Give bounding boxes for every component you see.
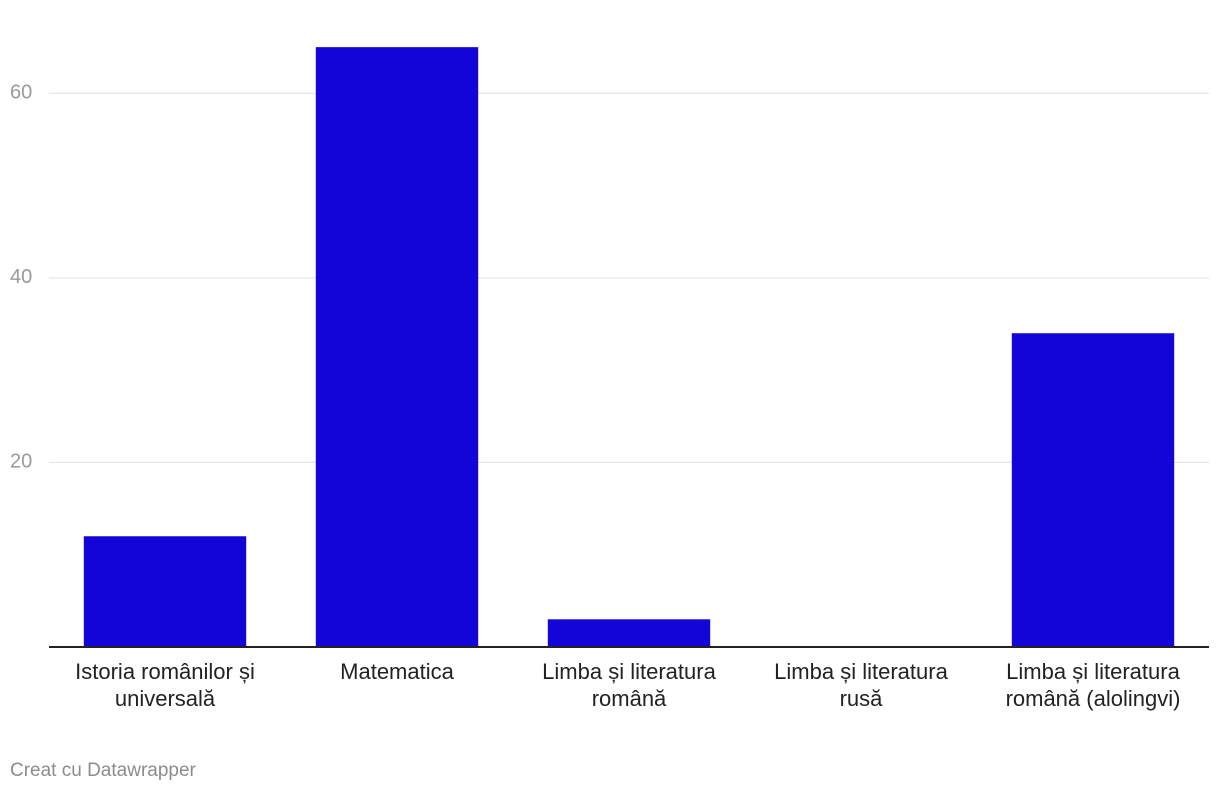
x-tick-label: Limba și literatura română (alolingvi)	[1005, 659, 1181, 711]
x-tick-label: Matematica	[340, 659, 454, 684]
x-tick-label: Istoria românilor și universală	[75, 659, 255, 711]
bar	[83, 536, 247, 647]
y-tick-label: 60	[10, 82, 32, 104]
bar	[547, 619, 711, 647]
credit: Creat cu Datawrapper	[10, 760, 196, 781]
y-tick-label: 20	[10, 451, 32, 473]
bar	[315, 47, 479, 647]
y-tick-label: 40	[10, 266, 32, 288]
x-tick-label: Limba și literatura română	[542, 659, 716, 711]
bar	[1011, 333, 1175, 647]
x-tick-label: Limba și literatura rusă	[774, 659, 948, 711]
